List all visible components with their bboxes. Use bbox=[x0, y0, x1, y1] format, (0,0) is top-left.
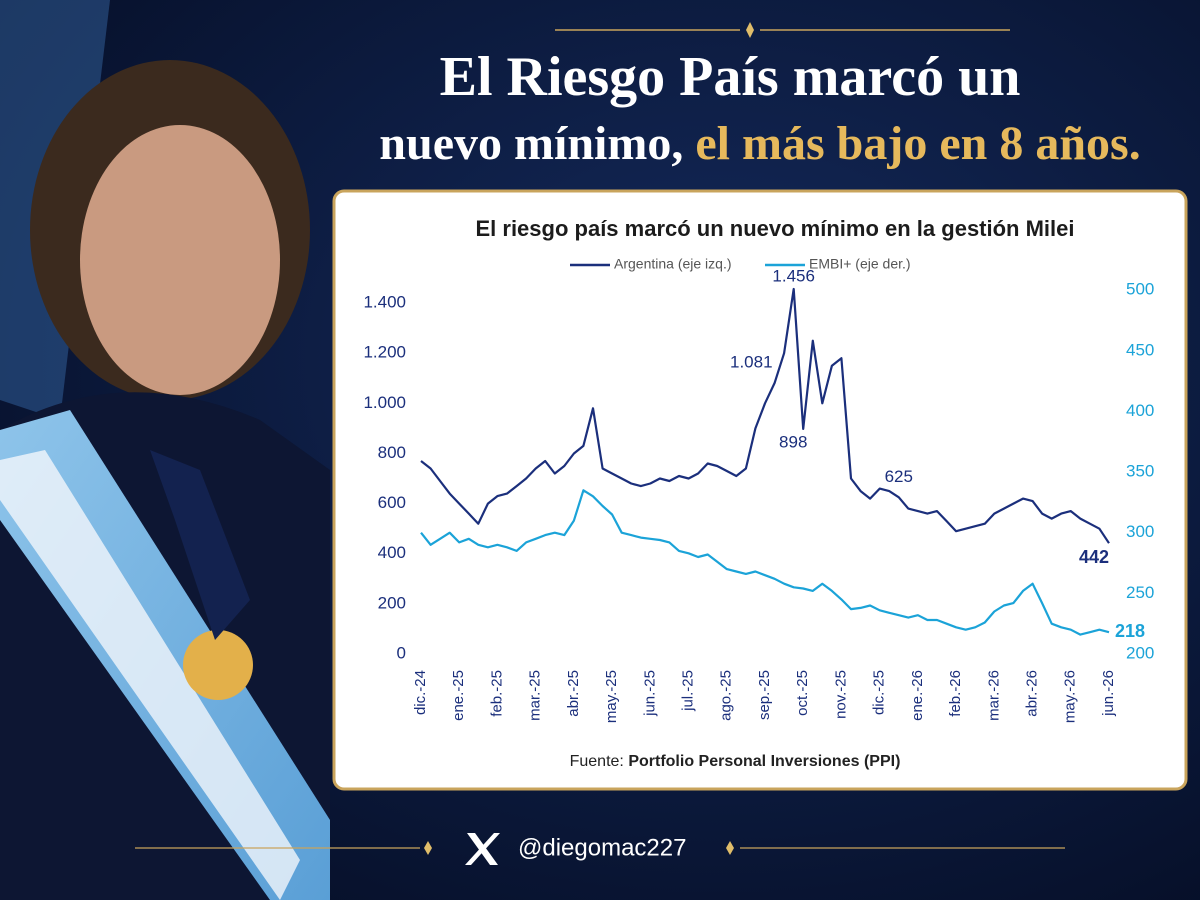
y-tick-label: 800 bbox=[378, 443, 406, 462]
x-tick-label: sep.-25 bbox=[756, 670, 773, 720]
y2-tick-label: 450 bbox=[1126, 340, 1154, 359]
x-tick-label: oct.-25 bbox=[794, 670, 811, 716]
x-tick-label: feb.-26 bbox=[947, 670, 964, 717]
headline-highlight: el más bajo en 8 años. bbox=[695, 117, 1140, 170]
headline: nuevo mínimo, el más bajo en 8 años. bbox=[379, 117, 1140, 170]
portrait bbox=[0, 0, 330, 900]
y-tick-label: 0 bbox=[397, 643, 406, 662]
ornament bbox=[424, 841, 432, 855]
y2-tick-label: 500 bbox=[1126, 280, 1154, 299]
annotation: 442 bbox=[1079, 547, 1109, 567]
chart-title: El riesgo país marcó un nuevo mínimo en … bbox=[475, 216, 1074, 241]
annotation: 625 bbox=[885, 467, 913, 486]
x-tick-label: ene.-25 bbox=[450, 670, 467, 721]
ornament bbox=[726, 841, 734, 855]
source: Fuente: Portfolio Personal Inversiones (… bbox=[570, 753, 901, 770]
y2-tick-label: 250 bbox=[1126, 583, 1154, 602]
x-tick-label: may.-25 bbox=[603, 670, 620, 723]
x-tick-label: abr.-26 bbox=[1024, 670, 1041, 717]
y2-tick-label: 400 bbox=[1126, 401, 1154, 420]
x-tick-label: jun.-25 bbox=[641, 670, 658, 717]
series-line bbox=[420, 287, 1110, 544]
x-tick-label: jun.-26 bbox=[1100, 670, 1117, 717]
chart: 0 200 400 600 800 1.000 1.200 1.400 200 250 300 350… bbox=[363, 256, 1154, 723]
x-tick-label: mar.-25 bbox=[527, 670, 544, 721]
legend-label: Argentina (eje izq.) bbox=[614, 256, 732, 272]
x-tick-label: mar.-26 bbox=[985, 670, 1002, 721]
x-tick-label: ago.-25 bbox=[718, 670, 735, 721]
x-tick-label: jul.-25 bbox=[680, 670, 697, 712]
x-tick-label: dic.-24 bbox=[412, 670, 429, 715]
annotation: 898 bbox=[779, 432, 807, 451]
headline-part: nuevo mínimo, bbox=[379, 117, 683, 170]
y-tick-label: 1.000 bbox=[363, 393, 406, 412]
y-tick-label: 600 bbox=[378, 493, 406, 512]
y-tick-label: 400 bbox=[378, 543, 406, 562]
legend-label: EMBI+ (eje der.) bbox=[809, 256, 911, 272]
annotation: 218 bbox=[1115, 621, 1145, 641]
headline: El Riesgo País marcó un bbox=[440, 46, 1021, 108]
x-logo bbox=[465, 833, 500, 865]
ornament bbox=[746, 22, 754, 38]
annotation: 1.081 bbox=[730, 353, 773, 372]
series-line bbox=[420, 489, 1110, 636]
handle: @diegomac227 bbox=[518, 834, 686, 861]
y2-tick-label: 350 bbox=[1126, 462, 1154, 481]
x-tick-label: dic.-25 bbox=[871, 670, 888, 715]
y-tick-label: 200 bbox=[378, 593, 406, 612]
x-tick-label: ene.-26 bbox=[909, 670, 926, 721]
x-tick-label: abr.-25 bbox=[565, 670, 582, 717]
chart-card bbox=[332, 189, 1188, 791]
x-tick-label: may.-26 bbox=[1062, 670, 1079, 723]
y2-tick-label: 200 bbox=[1126, 643, 1154, 662]
source-name: Portfolio Personal Inversiones (PPI) bbox=[628, 753, 900, 770]
y-tick-label: 1.200 bbox=[363, 343, 406, 362]
source-prefix: Fuente: bbox=[570, 753, 624, 770]
annotation: 1.456 bbox=[772, 267, 815, 286]
x-tick-label: nov.-25 bbox=[832, 670, 849, 719]
y-tick-label: 1.400 bbox=[363, 293, 406, 312]
x-tick-label: feb.-25 bbox=[488, 670, 505, 717]
y2-tick-label: 300 bbox=[1126, 522, 1154, 541]
